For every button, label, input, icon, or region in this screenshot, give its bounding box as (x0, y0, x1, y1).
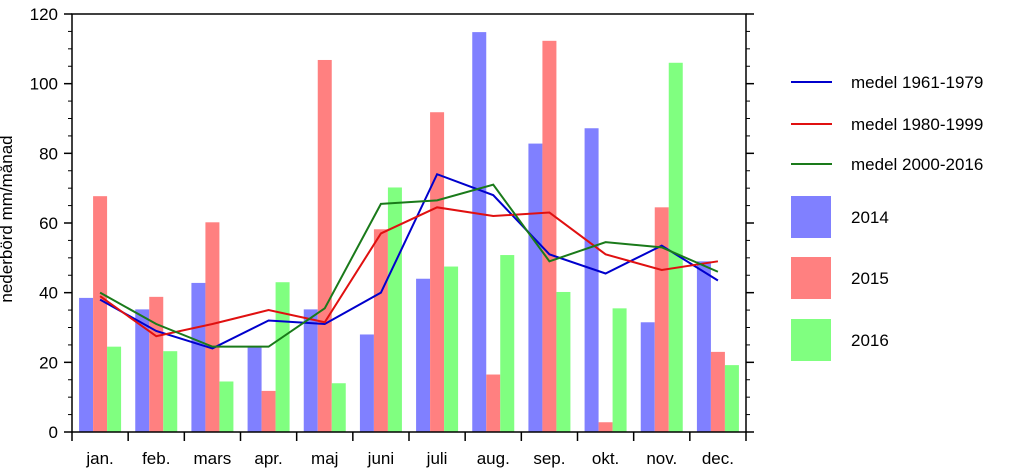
bar-2014-juli (416, 278, 431, 432)
x-tick-label: dec. (702, 449, 734, 468)
bar-2015-nov. (654, 207, 669, 432)
bar-2016-aug. (500, 255, 515, 432)
x-tick-label: okt. (592, 449, 619, 468)
y-tick-label: 100 (30, 75, 58, 94)
line-group (99, 172, 719, 350)
bar-2016-sep. (556, 291, 571, 432)
y-tick-label: 0 (49, 423, 58, 442)
bar-2016-juli (444, 266, 459, 432)
bar-2015-juli (430, 112, 445, 432)
y-tick-label: 60 (39, 214, 58, 233)
x-tick-label: sep. (533, 449, 565, 468)
bar-2014-juni (359, 334, 374, 432)
legend-bar-swatch (791, 257, 831, 299)
bar-2015-mars (205, 222, 220, 432)
x-tick-label: feb. (142, 449, 170, 468)
bar-2014-aug. (472, 32, 487, 432)
bar-2015-apr. (261, 390, 276, 432)
bar-2014-feb. (135, 309, 150, 432)
bar-2015-jan. (93, 196, 108, 432)
x-tick-label: jan. (85, 449, 113, 468)
y-axis-label: nederbörd mm/månad (0, 135, 16, 302)
bar-2016-mars (219, 381, 234, 432)
y-tick-label: 40 (39, 284, 58, 303)
tick-group: 0 20 40 60 80 100 120 jan. feb. mars apr. maj juni ju… (30, 5, 754, 468)
y-tick-label: 20 (39, 353, 58, 372)
bar-2015-sep. (542, 40, 557, 433)
x-tick-label: aug. (477, 449, 510, 468)
bar-2014-apr. (247, 346, 262, 432)
line-medel-2000-2016 (99, 183, 719, 348)
legend-label: medel 1961-1979 (851, 73, 983, 92)
bar-2014-jan. (79, 297, 94, 432)
bar-2014-mars (191, 282, 206, 432)
bar-2016-feb. (163, 351, 178, 432)
bar-2015-maj (317, 59, 332, 432)
x-tick-label: apr. (254, 449, 282, 468)
bar-2015-okt. (598, 422, 613, 432)
bar-2016-okt. (612, 308, 627, 432)
legend-label: 2014 (851, 208, 889, 227)
x-tick-label: maj (311, 449, 338, 468)
legend-label: 2015 (851, 269, 889, 288)
legend-label: medel 1980-1999 (851, 115, 983, 134)
bar-2016-juni (387, 187, 402, 432)
legend-label: medel 2000-2016 (851, 155, 983, 174)
bar-2016-maj (331, 383, 346, 432)
bar-2014-maj (303, 309, 318, 432)
legend: medel 1961-1979 medel 1980-1999 medel 2000… (791, 73, 983, 361)
x-tick-label: juni (367, 449, 394, 468)
legend-bar-swatch (791, 319, 831, 361)
x-tick-label: nov. (646, 449, 677, 468)
legend-label: 2016 (851, 331, 889, 350)
line-medel-1961-1979 (99, 172, 719, 350)
line-medel-1980-1999 (99, 206, 719, 338)
bar-2014-nov. (640, 322, 655, 432)
bar-2016-jan. (107, 346, 122, 432)
x-tick-label: mars (194, 449, 232, 468)
legend-bar-swatch (791, 196, 831, 238)
bar-2015-aug. (486, 374, 501, 432)
x-tick-label: juli (426, 449, 448, 468)
bar-2015-juni (373, 229, 388, 432)
bar-2016-dec. (724, 365, 739, 432)
y-tick-label: 120 (30, 5, 58, 24)
bar-2016-apr. (275, 282, 290, 432)
bar-2016-nov. (668, 62, 683, 433)
bar-group (79, 32, 739, 433)
bar-2015-feb. (149, 296, 164, 432)
y-tick-label: 80 (39, 144, 58, 163)
bar-2014-okt. (584, 128, 599, 432)
bar-2014-dec. (696, 261, 711, 432)
bar-2014-sep. (528, 143, 543, 432)
bar-2015-dec. (710, 351, 725, 432)
